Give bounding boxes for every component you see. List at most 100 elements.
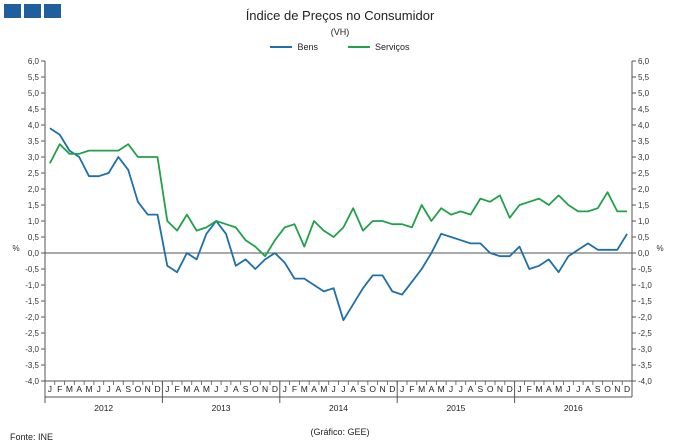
x-tick-label-month: A [194,384,200,394]
y-tick-label-left: 1,5 [28,201,40,210]
y-tick-label-right: -1,5 [638,297,652,306]
x-tick-label-month: J [341,384,345,394]
y-tick-label-left: 5,5 [28,73,40,82]
y-tick-label-left: 0,5 [28,233,40,242]
x-tick-label-month: S [595,384,601,394]
x-tick-label-month: M [183,384,190,394]
x-tick-label-year: 2014 [329,403,348,413]
x-tick-label-month: D [272,384,278,394]
y-tick-label-left: -3,0 [25,345,39,354]
y-tick-label-right: 3,0 [638,153,650,162]
y-tick-label-left: 4,0 [28,121,40,130]
x-tick-label-month: J [224,384,228,394]
x-tick-label-month: J [517,384,521,394]
x-tick-label-month: A [76,384,82,394]
y-tick-label-right: -2,0 [638,313,652,322]
x-tick-label-year: 2012 [94,403,113,413]
y-tick-label-left: -2,5 [25,329,39,338]
x-tick-label-month: S [125,384,131,394]
y-tick-label-left: 5,0 [28,89,40,98]
y-tick-label-right: -4,0 [638,377,652,386]
x-tick-label-month: D [507,384,513,394]
x-tick-label-year: 2013 [212,403,231,413]
y-tick-label-left: 0,0 [28,249,40,258]
x-tick-label-month: D [389,384,395,394]
x-tick-label-month: A [311,384,317,394]
y-tick-label-right: 4,5 [638,105,650,114]
x-tick-label-month: A [585,384,591,394]
chart-credit: (Gráfico: GEE) [0,427,680,437]
y-tick-label-left: -2,0 [25,313,39,322]
y-axis-label-left: % [12,244,19,253]
y-tick-label-right: -3,0 [638,345,652,354]
x-tick-label-month: O [369,384,376,394]
chart-source: Fonte: INE [10,432,53,442]
y-tick-label-right: -2,5 [638,329,652,338]
x-tick-label-month: N [379,384,385,394]
x-tick-label-month: A [468,384,474,394]
x-tick-label-month: A [350,384,356,394]
y-tick-label-left: -3,5 [25,361,39,370]
x-tick-label-month: O [487,384,494,394]
x-tick-label-month: N [497,384,503,394]
y-tick-label-left: -0,5 [25,265,39,274]
y-tick-label-right: 2,0 [638,185,650,194]
x-tick-label-month: M [555,384,562,394]
x-tick-label-month: J [449,384,453,394]
y-tick-label-left: -1,0 [25,281,39,290]
x-tick-label-month: M [203,384,210,394]
x-tick-label-month: J [283,384,287,394]
x-tick-label-month: A [546,384,552,394]
x-tick-label-month: D [624,384,630,394]
y-tick-label-right: -3,5 [638,361,652,370]
x-tick-label-month: S [478,384,484,394]
y-tick-label-right: 2,5 [638,169,650,178]
x-tick-label-month: J [97,384,101,394]
x-tick-label-month: M [320,384,327,394]
y-tick-label-right: 1,0 [638,217,650,226]
x-tick-label-month: O [604,384,611,394]
y-tick-label-right: -0,5 [638,265,652,274]
x-tick-label-month: F [409,384,414,394]
y-tick-label-right: -1,0 [638,281,652,290]
x-tick-label-month: J [214,384,218,394]
x-tick-label-month: F [527,384,532,394]
x-tick-label-month: N [262,384,268,394]
y-tick-label-right: 5,0 [638,89,650,98]
y-axis-label-right: % [656,244,663,253]
y-tick-label-left: 2,5 [28,169,40,178]
y-tick-label-left: 3,5 [28,137,40,146]
y-tick-label-right: 0,0 [638,249,650,258]
x-tick-label-month: A [116,384,122,394]
y-tick-label-right: 5,5 [638,73,650,82]
x-tick-label-month: S [243,384,249,394]
x-tick-label-month: J [48,384,52,394]
x-tick-label-month: M [85,384,92,394]
x-tick-label-year: 2016 [564,403,583,413]
y-tick-label-left: -4,0 [25,377,39,386]
y-tick-label-left: 6,0 [28,57,40,66]
x-tick-label-month: D [154,384,160,394]
x-tick-label-month: A [429,384,435,394]
x-tick-label-month: N [614,384,620,394]
x-tick-label-month: F [292,384,297,394]
y-tick-label-right: 3,5 [638,137,650,146]
x-tick-label-year: 2015 [446,403,465,413]
x-tick-label-month: S [360,384,366,394]
x-tick-label-month: M [438,384,445,394]
y-tick-label-left: 3,0 [28,153,40,162]
y-tick-label-left: 1,0 [28,217,40,226]
y-tick-label-right: 1,5 [638,201,650,210]
x-tick-label-month: F [57,384,62,394]
x-tick-label-month: J [106,384,110,394]
x-tick-label-month: J [400,384,404,394]
x-tick-label-month: J [459,384,463,394]
x-tick-label-month: O [135,384,142,394]
x-tick-label-month: J [576,384,580,394]
x-tick-label-month: J [165,384,169,394]
x-tick-label-month: M [301,384,308,394]
x-tick-label-month: M [536,384,543,394]
y-tick-label-right: 4,0 [638,121,650,130]
y-tick-label-right: 6,0 [638,57,650,66]
